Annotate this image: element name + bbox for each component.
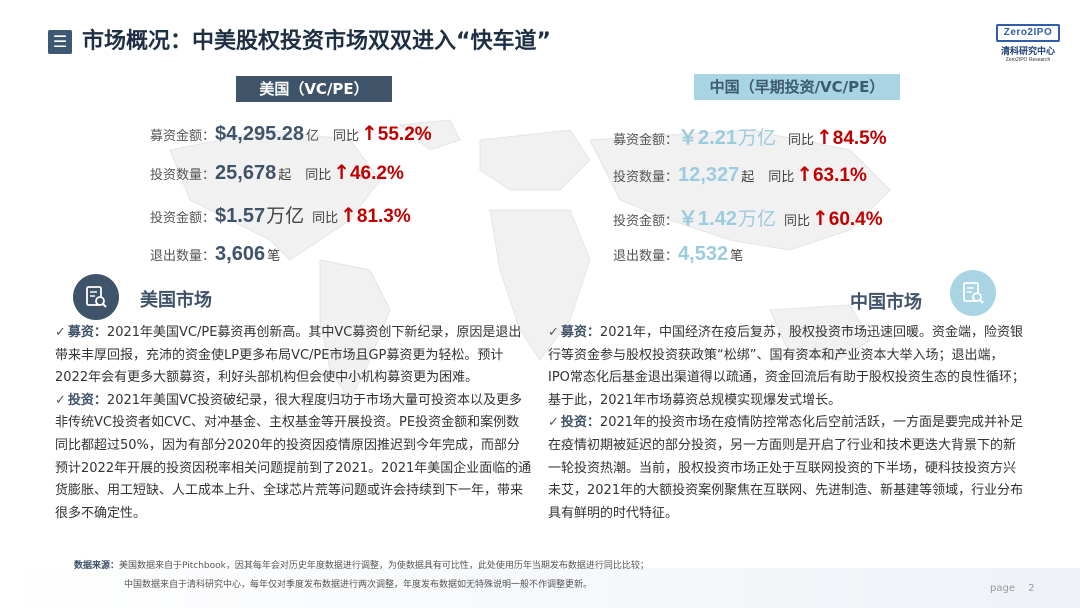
us-bullet-fundraising: ✓ 募资：2021年美国VC/PE募资再创新高。其中VC募资创下新纪录，原因是退出…	[55, 322, 532, 390]
page-title: 市场概况：中美股权投资市场双双进入“快车道”	[82, 29, 551, 54]
bullet-keyword: 募资：	[67, 325, 107, 340]
cn-metric-exits: 退出数量： 4,532 笔	[613, 243, 743, 273]
metric-unit: 万亿	[737, 208, 776, 230]
us-region-tab: 美国（VC/PE）	[236, 76, 392, 102]
cn-metric-fundraising: 募资金额： ￥2.21 万亿 同比 ↑ 84.5%	[613, 121, 887, 151]
metric-value: ￥2.21	[678, 127, 737, 149]
metric-value: 12,327	[678, 164, 740, 186]
world-map-background	[169, 119, 891, 401]
cn-analysis-text: ✓ 募资：2021年，中国经济在疫后复苏，股权投资市场迅速回暖。资金端，险资银行等…	[548, 322, 1025, 525]
up-arrow-icon: ↑	[361, 121, 378, 145]
cn-metric-deal-count: 投资数量： 12,327 起 同比 ↑ 63.1%	[613, 162, 867, 192]
cn-analysis-icon	[950, 270, 996, 316]
metric-value: $1.57	[215, 205, 266, 227]
page-number-value: 2	[1028, 583, 1035, 594]
cn-metric-investment-amount: 投资金额： ￥1.42 万亿 同比 ↑ 60.4%	[613, 202, 883, 232]
cn-bullet-investment: ✓ 投资：2021年的投资市场在疫情防控常态化后空前活跃，一方面是要完成并补足在疫…	[548, 412, 1025, 525]
metric-label: 募资金额：	[613, 133, 679, 148]
metric-value: 4,532	[678, 243, 729, 265]
bullet-keyword: 募资：	[560, 325, 600, 340]
up-arrow-icon: ↑	[815, 125, 833, 149]
logo-en-text: Zero2IPO Research	[1005, 57, 1051, 63]
page-number: page 2	[990, 583, 1035, 594]
source-line-1: 数据来源：美国数据来自于Pitchbook，因其每年会对历史年度数据进行调整，为…	[74, 557, 974, 576]
metric-yoy-label: 同比	[768, 170, 795, 185]
source-line-2: 中国数据来自于清科研究中心，每年仅对季度发布数据进行两次调整，年度发布数据如无特…	[74, 576, 974, 595]
check-icon: ✓	[55, 392, 66, 408]
metric-value: 25,678	[215, 162, 277, 184]
metric-yoy-label: 同比	[305, 168, 332, 183]
metric-unit: 万亿	[266, 205, 305, 227]
metric-label: 退出数量：	[613, 249, 679, 264]
source-label: 数据来源：	[74, 561, 120, 571]
check-icon: ✓	[55, 325, 66, 340]
metric-label: 募资金额：	[150, 129, 216, 144]
source-text-2: 中国数据来自于清科研究中心，每年仅对季度发布数据进行两次调整，年度发布数据如无特…	[124, 580, 593, 590]
metric-unit: 起	[741, 170, 755, 185]
up-arrow-icon: ↑	[796, 162, 813, 186]
metric-unit: 万亿	[737, 127, 776, 149]
us-bullet-investment: ✓ 投资：2021年美国VC投资破纪录，很大程度归功于市场大量可投资本以及更多非传…	[55, 390, 532, 526]
bullet-text: 2021年的投资市场在疫情防控常态化后空前活跃，一方面是要完成并补足在疫情初期被…	[548, 415, 1024, 521]
menu-icon: ☰	[48, 30, 72, 54]
document-search-icon	[86, 286, 107, 308]
bullet-keyword: 投资：	[67, 392, 107, 408]
data-source-note: 数据来源：美国数据来自于Pitchbook，因其每年会对历史年度数据进行调整，为…	[74, 557, 974, 595]
metric-value: ￥1.42	[678, 208, 737, 230]
metric-unit: 笔	[730, 249, 744, 264]
source-text-1: 美国数据来自于Pitchbook，因其每年会对历史年度数据进行调整，为使数据具有…	[119, 561, 649, 571]
cn-bullet-fundraising: ✓ 募资：2021年，中国经济在疫后复苏，股权投资市场迅速回暖。资金端，险资银行等…	[548, 322, 1025, 412]
document-search-icon	[963, 282, 984, 304]
page-label: page	[990, 583, 1015, 594]
metric-growth: 63.1%	[812, 165, 867, 186]
metric-growth: 46.2%	[349, 163, 404, 184]
us-metric-deal-count: 投资数量： 25,678 起 同比 ↑ 46.2%	[150, 160, 404, 190]
metric-yoy-label: 同比	[333, 129, 360, 144]
up-arrow-icon: ↑	[811, 206, 829, 230]
bullet-keyword: 投资：	[560, 415, 600, 431]
bullet-text: 2021年美国VC/PE募资再创新高。其中VC募资创下新纪录，原因是退出带来丰厚…	[55, 325, 522, 386]
footer-band	[0, 568, 1080, 608]
us-analysis-icon	[73, 274, 119, 320]
menu-glyph: ☰	[52, 32, 68, 51]
metric-yoy-label: 同比	[787, 133, 814, 148]
logo-cn-text: 清科研究中心	[1000, 47, 1055, 57]
logo-mark: Zero2IPO	[996, 24, 1060, 42]
metric-value: 3,606	[215, 243, 266, 265]
cn-section-title: 中国市场	[850, 292, 922, 313]
bullet-text: 2021年，中国经济在疫后复苏，股权投资市场迅速回暖。资金端，险资银行等资金参与…	[548, 325, 1025, 408]
metric-growth: 55.2%	[377, 124, 432, 145]
us-metric-exits: 退出数量： 3,606 笔	[150, 243, 280, 273]
metric-growth: 60.4%	[828, 209, 883, 230]
metric-value: $4,295.28	[215, 123, 304, 145]
metric-unit: 亿	[306, 129, 320, 144]
us-section-title: 美国市场	[140, 290, 212, 311]
us-analysis-text: ✓ 募资：2021年美国VC/PE募资再创新高。其中VC募资创下新纪录，原因是退出…	[55, 322, 532, 525]
metric-unit: 笔	[267, 249, 281, 264]
check-icon: ✓	[548, 325, 559, 340]
bullet-text: 2021年美国VC投资破纪录，很大程度归功于市场大量可投资本以及更多非传统VC投…	[55, 392, 532, 521]
metric-label: 投资金额：	[150, 211, 216, 226]
up-arrow-icon: ↑	[333, 160, 350, 184]
metric-yoy-label: 同比	[783, 214, 810, 229]
metric-growth: 84.5%	[832, 128, 887, 149]
metric-label: 投资数量：	[613, 170, 679, 185]
metric-yoy-label: 同比	[312, 211, 339, 226]
metric-label: 退出数量：	[150, 249, 216, 264]
up-arrow-icon: ↑	[340, 203, 357, 227]
metric-unit: 起	[278, 168, 292, 183]
us-metric-investment-amount: 投资金额： $1.57 万亿 同比 ↑ 81.3%	[150, 201, 411, 231]
cn-region-tab: 中国（早期投资/VC/PE）	[694, 74, 900, 100]
zero2ipo-logo: Zero2IPO 清科研究中心 Zero2IPO Research	[996, 24, 1060, 63]
metric-growth: 81.3%	[356, 206, 411, 227]
metric-label: 投资金额：	[613, 214, 679, 229]
metric-label: 投资数量：	[150, 168, 216, 183]
us-metric-fundraising: 募资金额： $4,295.28 亿 同比 ↑ 55.2%	[150, 121, 432, 151]
check-icon: ✓	[548, 415, 559, 431]
